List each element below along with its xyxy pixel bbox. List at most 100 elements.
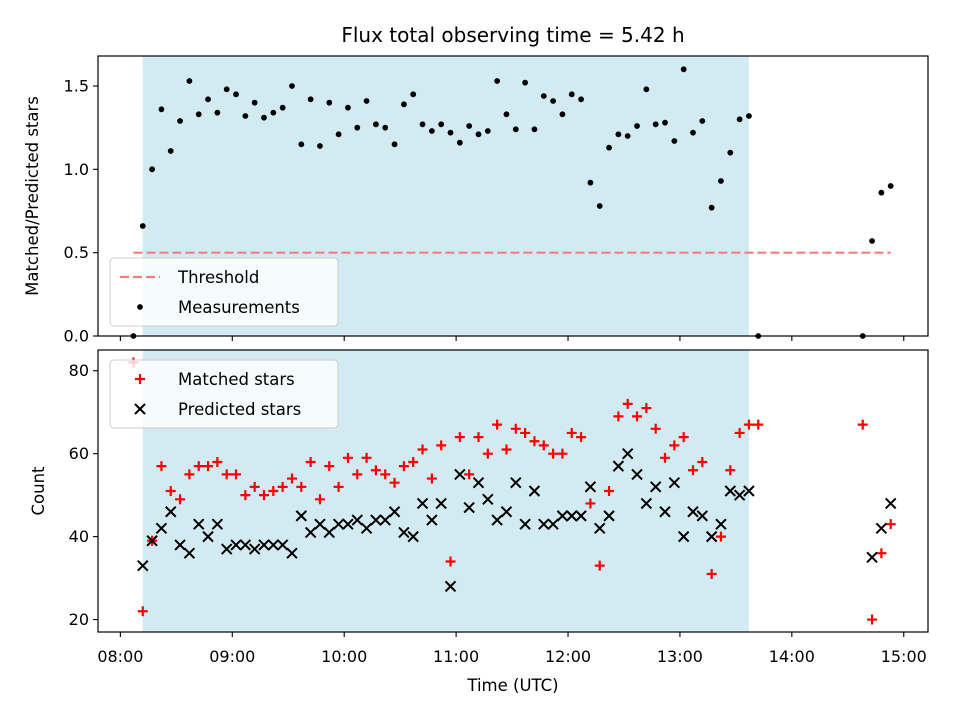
- matched-point: [454, 432, 465, 443]
- predicted-point: [528, 485, 541, 497]
- data-point: [615, 131, 622, 138]
- data-point: [205, 96, 211, 103]
- data-point: [373, 121, 379, 128]
- legend-handle-predicted: [134, 403, 146, 415]
- predicted-point: [875, 522, 888, 535]
- data-point: [606, 144, 612, 151]
- x-tick-label: 14:00: [769, 647, 815, 666]
- predicted-point: [584, 481, 597, 493]
- legend-box: [109, 359, 339, 429]
- data-point: [279, 104, 286, 111]
- data-point: [624, 133, 631, 139]
- matched-point: [296, 481, 307, 492]
- matched-point: [473, 432, 484, 443]
- matched-point: [352, 469, 363, 480]
- predicted-point: [510, 476, 522, 489]
- data-point: [680, 66, 687, 73]
- predicted-point: [743, 485, 755, 497]
- y-tick-label: 20: [69, 610, 89, 629]
- predicted-point: [407, 530, 419, 543]
- legend-label: Predicted stars: [178, 400, 301, 419]
- matched-point: [613, 411, 624, 422]
- data-point: [307, 96, 314, 103]
- legend-label: Threshold: [177, 268, 259, 287]
- data-point: [540, 93, 547, 99]
- y-tick-label: 0.0: [64, 327, 89, 346]
- predicted-point: [622, 447, 634, 460]
- data-point: [643, 86, 650, 93]
- predicted-point: [165, 506, 177, 518]
- predicted-point: [360, 522, 373, 535]
- data-point: [512, 126, 519, 133]
- legend-handle-matched: [135, 374, 145, 384]
- data-point: [289, 83, 295, 89]
- matched-point: [492, 419, 503, 430]
- predicted-point: [295, 510, 308, 522]
- data-point: [242, 113, 249, 119]
- x-tick-label: 08:00: [97, 647, 143, 666]
- matched-point: [137, 606, 148, 617]
- matched-point: [669, 440, 680, 451]
- predicted-point: [379, 514, 391, 526]
- predicted-point: [668, 476, 681, 489]
- predicted-point: [519, 518, 531, 530]
- data-point: [484, 128, 491, 134]
- x-tick-label: 10:00: [321, 647, 367, 666]
- legend-label: Matched stars: [178, 370, 295, 389]
- data-point: [475, 131, 482, 138]
- predicted-point: [193, 518, 205, 530]
- data-point: [251, 99, 258, 106]
- data-point: [736, 116, 743, 123]
- matched-point: [259, 490, 269, 501]
- predicted-point: [258, 539, 270, 551]
- y-axis-label: Count: [29, 466, 48, 516]
- data-point: [662, 119, 668, 126]
- predicted-point: [538, 518, 550, 530]
- matched-point: [885, 519, 896, 530]
- matched-point: [240, 490, 251, 501]
- predicted-point: [640, 497, 653, 510]
- data-point: [746, 113, 752, 119]
- predicted-point: [174, 539, 186, 551]
- matched-point: [212, 456, 223, 467]
- predicted-point: [491, 514, 503, 526]
- predicted-point: [500, 506, 513, 518]
- predicted-point: [426, 514, 438, 526]
- matched-point: [594, 560, 605, 571]
- matched-point: [678, 432, 689, 443]
- predicted-point: [659, 506, 671, 518]
- data-point: [690, 129, 696, 136]
- predicted-point: [388, 506, 401, 518]
- predicted-point: [724, 485, 736, 497]
- matched-point: [380, 469, 391, 480]
- predicted-point: [398, 526, 410, 539]
- data-point: [354, 124, 361, 131]
- matched-point: [876, 548, 887, 559]
- matched-point: [398, 461, 409, 472]
- predicted-point: [286, 547, 298, 559]
- matched-point: [314, 494, 325, 505]
- matched-point: [333, 481, 344, 492]
- data-point: [634, 123, 640, 129]
- matched-point: [277, 481, 288, 492]
- data-point: [270, 109, 277, 116]
- y-tick-label: 1.0: [64, 160, 89, 179]
- predicted-point: [575, 510, 587, 522]
- ratio-panel: 0.0 0.5 1.0 1.5 Matched/Predicted stars Thres…: [23, 55, 929, 346]
- matched-point: [408, 456, 419, 467]
- legend-box: [109, 257, 339, 327]
- data-point: [410, 91, 417, 98]
- matched-point: [867, 614, 878, 625]
- matched-point: [165, 486, 176, 496]
- predicted-point: [435, 497, 447, 510]
- y-axis-label: Matched/Predicted stars: [23, 96, 42, 296]
- matched-point: [632, 411, 643, 422]
- x-tick-label: 13:00: [657, 647, 703, 666]
- matched-point: [697, 456, 708, 467]
- predicted-point: [472, 476, 485, 489]
- data-point: [382, 124, 389, 131]
- data-point: [671, 138, 678, 144]
- data-point: [447, 129, 454, 136]
- predicted-point: [566, 510, 578, 522]
- matched-point: [743, 419, 754, 430]
